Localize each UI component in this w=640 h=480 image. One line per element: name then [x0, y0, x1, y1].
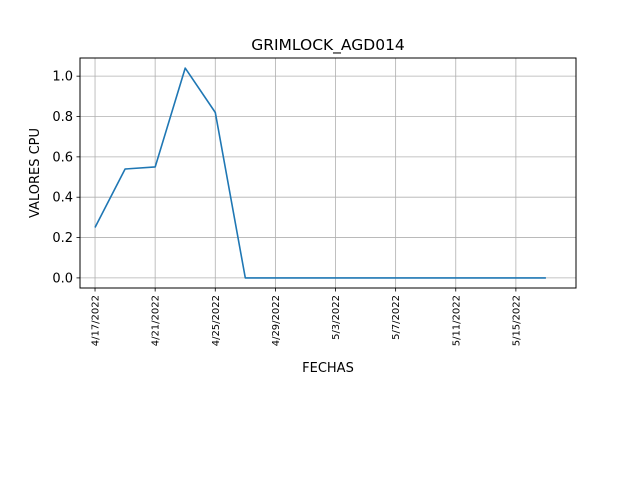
x-tick-label: 4/29/2022: [271, 295, 282, 346]
y-tick-label: 0.4: [52, 191, 73, 206]
y-tick-label: 0.2: [52, 231, 73, 246]
x-tick-label: 5/3/2022: [331, 295, 342, 340]
y-tick-label: 0.6: [52, 150, 73, 165]
x-tick-label: 4/25/2022: [211, 295, 222, 346]
chart-title: GRIMLOCK_AGD014: [251, 36, 405, 55]
x-tick-label: 5/7/2022: [391, 295, 402, 340]
series-line: [94, 67, 546, 279]
y-tick-label: 0.8: [52, 110, 73, 125]
y-axis-label: VALORES CPU: [28, 128, 43, 218]
y-tick-label: 1.0: [52, 70, 73, 85]
tick-layer: 0.0 0.2 0.4 0.6 0.8 1.0 4/17/2022 4/21/2022 4/25…: [52, 70, 522, 347]
x-tick-label: 5/11/2022: [451, 295, 462, 346]
series-layer: [94, 67, 546, 279]
x-tick-label: 4/17/2022: [91, 295, 102, 346]
plot-frame: [79, 57, 577, 289]
grid-layer: [80, 58, 576, 288]
y-tick-label: 0.0: [52, 271, 73, 286]
x-axis-label: FECHAS: [302, 361, 354, 376]
x-tick-label: 4/21/2022: [151, 295, 162, 346]
x-tick-label: 5/15/2022: [511, 295, 522, 346]
